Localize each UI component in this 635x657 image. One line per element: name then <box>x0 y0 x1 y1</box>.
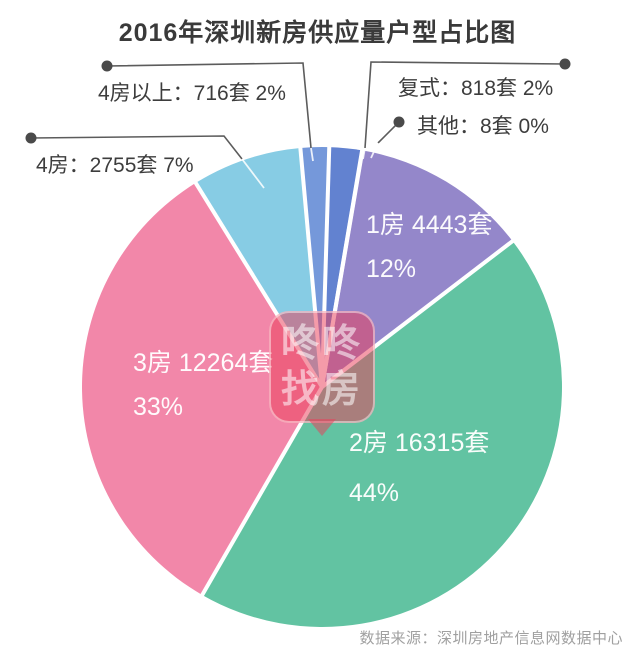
callout-label-4fang: 4房：2755套 7% <box>36 154 194 177</box>
slice-label-3fang-line1: 3房 12264套 <box>133 349 274 377</box>
leader-dot-qita <box>393 116 405 128</box>
slice-label-3fang-line2: 33% <box>133 393 184 421</box>
slice-label-1fang-line2: 12% <box>366 255 417 283</box>
pie-slice-1 <box>202 241 562 627</box>
pie-slice-2 <box>82 182 322 595</box>
callout-label-qita: 其他：8套 0% <box>417 115 549 138</box>
slice-label-2fang-line1: 2房 16315套 <box>349 429 490 457</box>
data-source-note: 数据来源：深圳房地产信息网数据中心 <box>359 630 623 647</box>
leader-tail-fushi <box>362 147 366 160</box>
leader-line-fushi <box>364 61 566 149</box>
chart-title: 2016年深圳新房供应量户型占比图 <box>118 19 517 47</box>
slice-label-1fang-line1: 1房 4443套 <box>366 211 493 239</box>
leader-dot-fushi <box>559 58 571 70</box>
leader-tail-4fang-plus <box>310 147 314 162</box>
watermark-bubble: 咚咚 找房 <box>269 311 375 423</box>
slice-label-1fang: 1房 4443套 12% <box>366 205 492 284</box>
leader-tail-4fang <box>241 158 265 189</box>
watermark-bubble-tail <box>308 419 336 436</box>
callout-label-4fang-plus: 4房以上：716套 2% <box>98 82 286 105</box>
slice-label-3fang: 3房 12264套 33% <box>133 343 273 422</box>
slice-label-2fang: 2房 16315套 44% <box>349 423 489 508</box>
watermark-text-line1: 咚咚 <box>280 323 363 365</box>
leader-line-4fang <box>30 135 243 160</box>
leader-tail-qita <box>370 142 379 159</box>
callout-label-fushi: 复式：818套 2% <box>398 77 554 100</box>
leader-dot-4fang-plus <box>101 60 113 72</box>
watermark-logo: 咚咚 找房 <box>269 311 375 441</box>
leader-line-4fang-plus <box>106 62 312 149</box>
slice-label-2fang-line2: 44% <box>349 479 400 507</box>
watermark-text-line2: 找房 <box>280 369 363 411</box>
leader-dot-4fang <box>25 132 37 144</box>
